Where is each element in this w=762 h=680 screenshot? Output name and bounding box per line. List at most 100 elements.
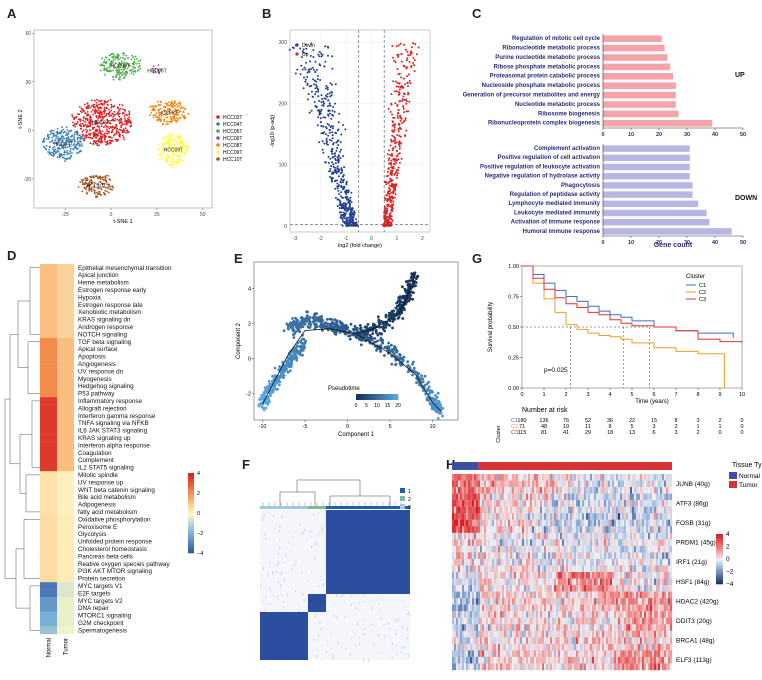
heatmap-cell — [560, 500, 563, 507]
volcano-point-down — [349, 199, 352, 202]
volcano-point-down — [320, 94, 323, 97]
tsne-point — [102, 104, 104, 106]
tsne-point — [162, 144, 165, 147]
tsne-point — [107, 191, 110, 194]
tsne-point — [98, 112, 101, 115]
tsne-point — [61, 141, 63, 144]
scale-step — [188, 543, 194, 546]
volcano-point-down — [338, 193, 340, 196]
volcano-point-down — [307, 98, 309, 101]
heatmap-cell — [518, 500, 521, 507]
heatmap-cell — [40, 523, 57, 531]
scale-step — [188, 485, 194, 488]
tsne-point — [64, 151, 66, 154]
heatmap-cell — [588, 500, 591, 507]
volcano-point-down — [327, 54, 329, 57]
cell-point — [298, 353, 302, 356]
tsne-point — [66, 151, 68, 154]
heatmap-cell — [536, 493, 539, 501]
tsne-point — [66, 133, 69, 136]
cell-point — [299, 321, 303, 325]
volcano-point-down — [327, 155, 330, 158]
cell-point — [268, 384, 272, 388]
heatmap-cell — [644, 480, 647, 488]
heatmap-cell — [622, 513, 625, 520]
volcano-point-down — [308, 68, 311, 71]
heatmap-cell — [516, 513, 519, 520]
volcano-point-up — [395, 155, 398, 158]
heatmap-cell — [532, 480, 535, 488]
tsne-point — [103, 126, 105, 129]
heatmap-cell — [592, 500, 595, 507]
tsne-point — [104, 73, 106, 76]
volcano-point-up — [407, 91, 410, 94]
heatmap-cell — [550, 480, 553, 488]
noise-mark — [314, 556, 316, 561]
heatmap-cell — [452, 506, 455, 514]
cell-point — [395, 355, 399, 359]
tsne-point — [103, 106, 106, 109]
volcano-point-down — [332, 165, 335, 168]
tsne-point — [112, 118, 114, 121]
tsne-point — [66, 129, 69, 132]
heatmap-cell — [572, 480, 575, 488]
heatmap-cell — [600, 474, 603, 481]
heatmap-cell — [630, 513, 633, 520]
legend-tick-label: 10 — [374, 403, 380, 409]
volcano-point-up — [386, 215, 389, 218]
risk-value: 2 — [696, 430, 699, 436]
x-tick-label: -25 — [62, 212, 69, 218]
tsne-point — [170, 154, 173, 157]
cell-point — [352, 328, 356, 332]
cell-point — [441, 414, 444, 418]
x-tick-label: 5 — [388, 424, 391, 430]
heatmap-cell — [458, 513, 461, 520]
volcano-point-up — [390, 195, 393, 198]
tsne-point — [65, 158, 67, 161]
heatmap-cell — [580, 513, 583, 520]
heatmap-cell — [642, 474, 645, 481]
legend-step — [391, 394, 395, 400]
tsne-point — [158, 71, 161, 73]
heatmap-cell — [504, 480, 507, 488]
volcano-point-up — [388, 195, 391, 198]
heatmap-cell — [57, 345, 74, 353]
cell-point — [260, 405, 264, 409]
tsne-point — [65, 137, 68, 140]
tsne-point — [93, 181, 96, 184]
dendrogram-branch — [27, 341, 40, 394]
heatmap-cell — [662, 493, 665, 501]
tsne-point — [85, 128, 87, 131]
tsne-point — [67, 137, 70, 140]
heatmap-cell — [640, 474, 643, 481]
volcano-point-down — [307, 93, 310, 96]
cell-point — [319, 324, 322, 328]
heatmap-cell — [668, 500, 671, 507]
cell-point — [358, 327, 362, 331]
tsne-point — [100, 139, 103, 142]
volcano-point-down — [336, 147, 339, 149]
heatmap-cell — [494, 513, 497, 520]
tsne-point — [166, 153, 168, 156]
tsne-point — [165, 122, 168, 125]
noise-mark — [269, 561, 271, 564]
volcano-point-up — [385, 194, 388, 197]
heatmap-cell — [528, 493, 531, 501]
y-axis-label: Survival probability — [488, 302, 494, 352]
tsne-point — [161, 146, 163, 149]
heatmap-cell — [558, 474, 561, 481]
volcano-point-down — [338, 207, 341, 210]
tsne-point — [73, 140, 76, 143]
cell-point — [376, 315, 380, 319]
tsne-point — [121, 104, 124, 106]
cell-point — [290, 359, 294, 363]
tsne-point — [109, 142, 112, 145]
tsne-point — [152, 71, 155, 74]
volcano-point-down — [326, 86, 329, 89]
heatmap-cell — [552, 480, 555, 488]
heatmap-cell — [666, 513, 669, 520]
heatmap-cell — [460, 493, 463, 501]
volcano-point-down — [323, 65, 326, 68]
row-label: Apical surface — [78, 346, 118, 353]
heatmap-cell — [470, 506, 473, 514]
